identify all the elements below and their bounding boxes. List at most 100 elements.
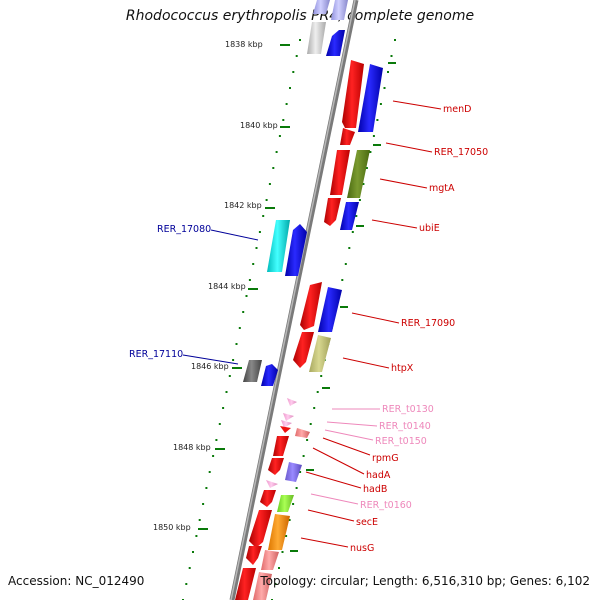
gene-label-RER_t0140: RER_t0140 [379,421,431,432]
gene-gray-17110[interactable] [243,360,262,382]
gene-red-mgtA[interactable] [330,150,350,195]
ruler-dot [252,263,255,265]
ruler-dot [316,391,319,393]
gene-menD[interactable] [342,60,364,128]
ruler-dot [192,551,194,553]
ruler-dot [248,279,251,281]
ruler-dot [285,103,288,105]
ruler-dot [299,39,301,41]
gene-red-hadB[interactable] [268,458,284,475]
gene-ubiE[interactable] [340,202,359,230]
gene-label-RER_t0130: RER_t0130 [382,404,434,415]
gene-RER_17110[interactable] [261,364,278,386]
ruler-dot [205,487,208,489]
gene-red-nusG[interactable] [249,510,272,548]
ruler-dot [188,567,191,569]
ruler-dot [387,71,389,73]
ruler-dot [288,519,291,521]
gene-red-bottom2[interactable] [235,568,256,600]
gene-label-hadA: hadA [366,470,391,481]
gene-label-menD: menD [443,104,471,115]
ruler-dot [289,87,291,89]
ruler-dot [379,103,382,105]
ruler-dot [292,503,295,505]
gene-label-mgtA: mgtA [429,183,455,194]
ruler-dot [295,55,298,57]
gene-red-17090[interactable] [300,282,322,330]
gene-RER_17080[interactable] [267,220,290,272]
backbone [229,0,359,600]
gene-label-hadB: hadB [363,484,387,495]
gene-pink-rpmG[interactable] [295,428,310,438]
gene-label-nusG: nusG [350,543,374,554]
ruler-dot [309,423,312,425]
ruler-dot [202,503,205,505]
gene-RER_t0130[interactable] [287,398,297,406]
ruler-dot [355,215,358,217]
ruler-dot [306,439,309,441]
gene-blue-17080[interactable] [285,224,307,276]
inner-ruler [182,39,301,600]
ruler-dot [274,583,277,585]
ruler-dot [215,439,218,441]
gene-htpX[interactable] [309,335,331,372]
ruler-dot [299,471,302,473]
kbp-label: 1850 kbp [153,523,191,532]
gene-red-secE[interactable] [260,490,276,507]
gene-blue-1838[interactable] [326,30,345,56]
ruler-dot [394,39,396,41]
gene-pink-bottom2[interactable] [253,572,272,600]
accession-text: Accession: NC_012490 [8,574,145,588]
gene-rpmG[interactable] [280,426,291,433]
gene-red-htpX[interactable] [293,332,314,368]
gene-label-RER_17050: RER_17050 [434,147,488,158]
ruler-dot [265,199,268,201]
ruler-dot [228,375,231,377]
ruler-dot [225,391,228,393]
gene-lav[interactable] [313,0,330,14]
ruler-dot [302,455,305,457]
gene-label-RER_t0150: RER_t0150 [375,436,427,447]
gene-hadA[interactable] [273,436,289,456]
ruler-dot [208,471,211,473]
gene-mgtA[interactable] [347,150,370,198]
kbp-label: 1844 kbp [208,282,246,291]
gene-blue-top[interactable] [331,0,348,20]
gene-RER_17050[interactable] [340,128,355,145]
ruler-dot [245,295,248,297]
gene-RER_t0140[interactable] [283,413,294,421]
gene-hadB[interactable] [285,462,302,482]
ruler-dot [255,247,258,249]
gene-label-htpX: htpX [391,363,414,374]
kbp-labels: 1838 kbp 1840 kbp 1842 kbp 1844 kbp 1846… [153,40,278,532]
ruler-dot [292,71,295,73]
gene-RER_t0150[interactable] [281,420,292,428]
ruler-dot [242,311,245,313]
major-ticks [198,44,396,552]
genome-title: Rhodococcus erythropolis PR4, complete g… [125,8,475,24]
ruler-dot [275,151,278,153]
gene-label-secE: secE [356,517,378,528]
gene-red-bottom1[interactable] [246,546,262,565]
ruler-dot [235,343,238,345]
ruler-dot [348,247,351,249]
gene-RER_17090[interactable] [318,287,342,332]
ruler-dot [262,215,265,217]
ruler-dot [268,183,271,185]
ruler-dot [272,167,275,169]
gene-blue-menD[interactable] [358,64,383,132]
gene-pink-bottom[interactable] [261,550,279,570]
gene-nusG[interactable] [268,514,290,550]
gene-label-RER_17080: RER_17080 [157,224,211,235]
gene-secE[interactable] [277,495,294,512]
gene-RER_t0160[interactable] [266,480,278,488]
ruler-dot [278,567,280,569]
ruler-dot [362,183,365,185]
gene-features[interactable] [235,0,383,600]
ruler-dot [351,231,354,233]
gene-red-ubiE[interactable] [324,198,341,226]
ruler-dot [372,135,375,137]
gene-silver[interactable] [307,22,326,54]
gene-label-group: menD RER_17050 mgtA ubiE RER_17080 RER_1… [129,104,488,554]
ruler-dot [195,535,198,537]
